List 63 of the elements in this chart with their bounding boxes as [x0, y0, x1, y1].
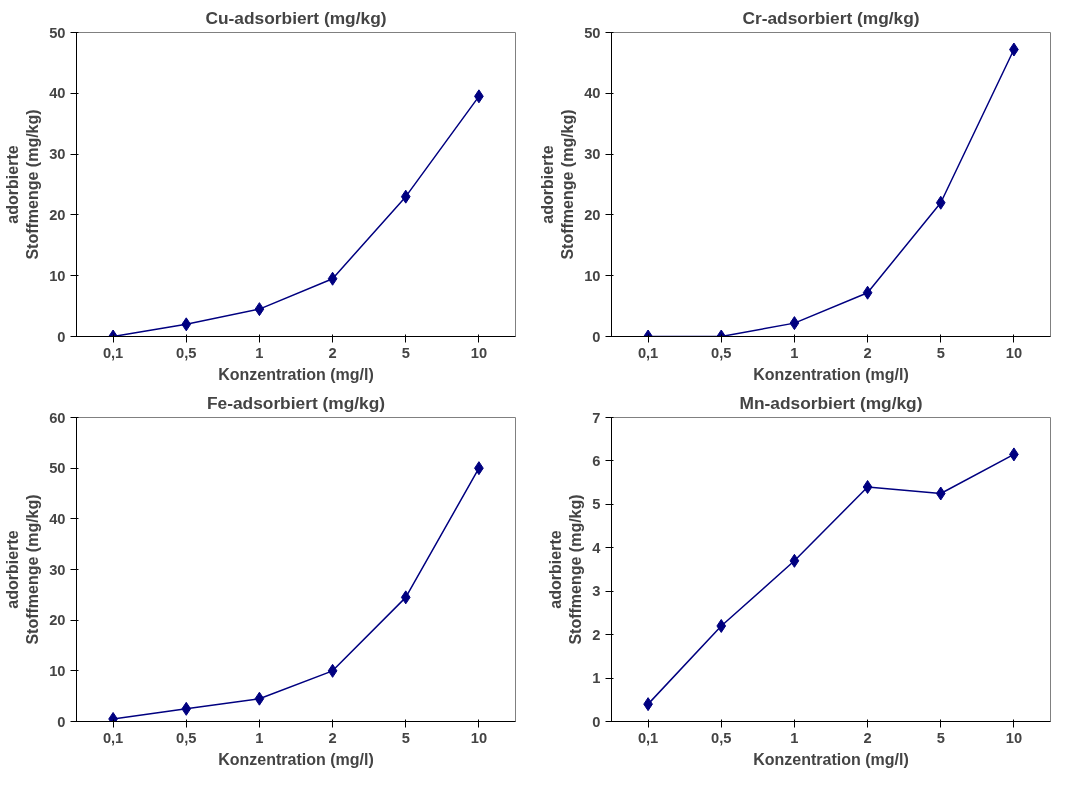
y-axis-title: adorbierte Stoffmenge (mg/kg): [538, 109, 577, 260]
x-tick-label: 2: [863, 729, 872, 746]
chart-title: Fe-adsorbiert (mg/kg): [206, 392, 386, 413]
x-tick-label: 0,5: [711, 344, 732, 361]
y-tick-label: 30: [49, 146, 66, 163]
y-tick-label: 20: [584, 206, 601, 223]
x-tick-label: 0,1: [637, 344, 659, 361]
y-tick-label: 10: [49, 662, 66, 679]
x-tick-label: 5: [936, 344, 945, 361]
y-tick-label: 10: [584, 267, 601, 284]
y-tick-label: 3: [592, 583, 601, 600]
x-tick-label: 0,5: [711, 729, 732, 746]
y-tick-label: 0: [592, 713, 601, 730]
y-tick-label: 2: [592, 626, 601, 643]
y-tick-label: 40: [584, 85, 601, 102]
x-tick-label: 10: [470, 344, 488, 361]
y-tick-label: 20: [49, 206, 66, 223]
y-axis-title: adorbierte Stoffmenge (mg/kg): [3, 109, 42, 260]
chart-title: Cr-adsorbiert (mg/kg): [742, 7, 920, 28]
y-tick-label: 5: [592, 496, 601, 513]
x-tick-label: 0,5: [176, 729, 197, 746]
x-tick-label: 10: [470, 729, 488, 746]
x-tick-label: 10: [1005, 729, 1023, 746]
x-tick-label: 1: [790, 729, 799, 746]
chart-title: Mn-adsorbiert (mg/kg): [739, 392, 923, 413]
x-axis-title: Konzentration (mg/l): [218, 365, 374, 383]
y-axis-title: adorbierte Stoffmenge (mg/kg): [3, 494, 42, 645]
chart-title: Cu-adsorbiert (mg/kg): [205, 7, 387, 28]
x-tick-label: 10: [1005, 344, 1023, 361]
y-tick-label: 50: [49, 460, 66, 477]
y-tick-label: 0: [57, 328, 66, 345]
x-tick-label: 2: [863, 344, 872, 361]
x-tick-label: 0,1: [637, 729, 659, 746]
y-tick-label: 30: [49, 561, 66, 578]
x-axis-title: Konzentration (mg/l): [753, 365, 909, 383]
x-tick-label: 5: [401, 729, 410, 746]
y-tick-label: 4: [592, 539, 602, 556]
x-tick-label: 0,5: [176, 344, 197, 361]
y-tick-label: 1: [592, 670, 601, 687]
x-tick-label: 5: [401, 344, 410, 361]
x-axis-title: Konzentration (mg/l): [218, 750, 374, 768]
y-tick-label: 7: [592, 409, 601, 426]
y-tick-label: 50: [49, 24, 66, 41]
y-tick-label: 60: [49, 409, 66, 426]
y-tick-label: 6: [592, 452, 601, 469]
y-tick-label: 10: [49, 267, 66, 284]
x-tick-label: 1: [255, 729, 264, 746]
y-tick-label: 20: [49, 612, 66, 629]
x-tick-label: 2: [328, 344, 337, 361]
x-axis-title: Konzentration (mg/l): [753, 750, 909, 768]
y-tick-label: 50: [584, 24, 601, 41]
x-tick-label: 0,1: [102, 344, 124, 361]
y-tick-label: 40: [49, 510, 66, 527]
x-tick-label: 1: [790, 344, 799, 361]
x-tick-label: 0,1: [102, 729, 124, 746]
y-tick-label: 0: [592, 328, 601, 345]
x-tick-label: 5: [936, 729, 945, 746]
y-tick-label: 30: [584, 146, 601, 163]
x-tick-label: 1: [255, 344, 264, 361]
y-tick-label: 40: [49, 85, 66, 102]
x-tick-label: 2: [328, 729, 337, 746]
y-axis-title: adorbierte Stoffmenge (mg/kg): [546, 494, 585, 645]
y-tick-label: 0: [57, 713, 66, 730]
